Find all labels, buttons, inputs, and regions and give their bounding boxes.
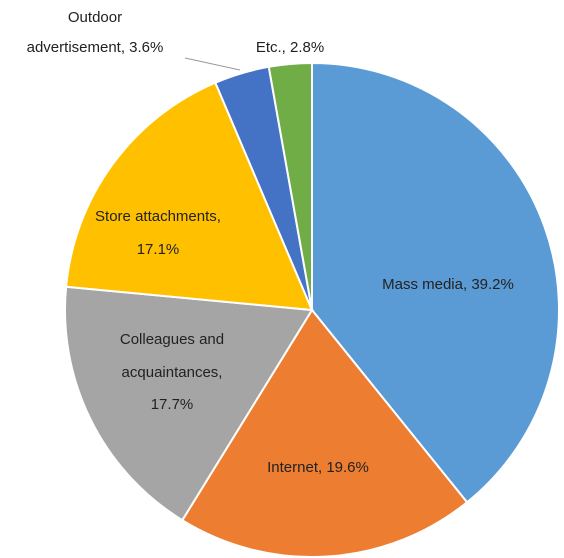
data-label: acquaintances, <box>122 364 223 381</box>
pie-slice <box>267 61 313 311</box>
data-label: Outdoor <box>68 9 122 26</box>
data-label: advertisement, 3.6% <box>27 39 164 56</box>
data-label: Mass media, 39.2% <box>382 276 514 293</box>
data-label: Colleagues and <box>120 331 224 348</box>
pie-slice <box>65 81 314 312</box>
pie-slice <box>64 285 314 522</box>
data-label: Etc., 2.8% <box>256 39 324 56</box>
pie-slice <box>311 61 560 504</box>
data-label: Internet, 19.6% <box>267 459 369 476</box>
leader-line <box>184 57 241 71</box>
data-label: Store attachments, <box>95 208 221 225</box>
data-label: 17.7% <box>151 396 194 413</box>
data-label: 17.1% <box>137 241 180 258</box>
pie-slice <box>180 308 469 558</box>
